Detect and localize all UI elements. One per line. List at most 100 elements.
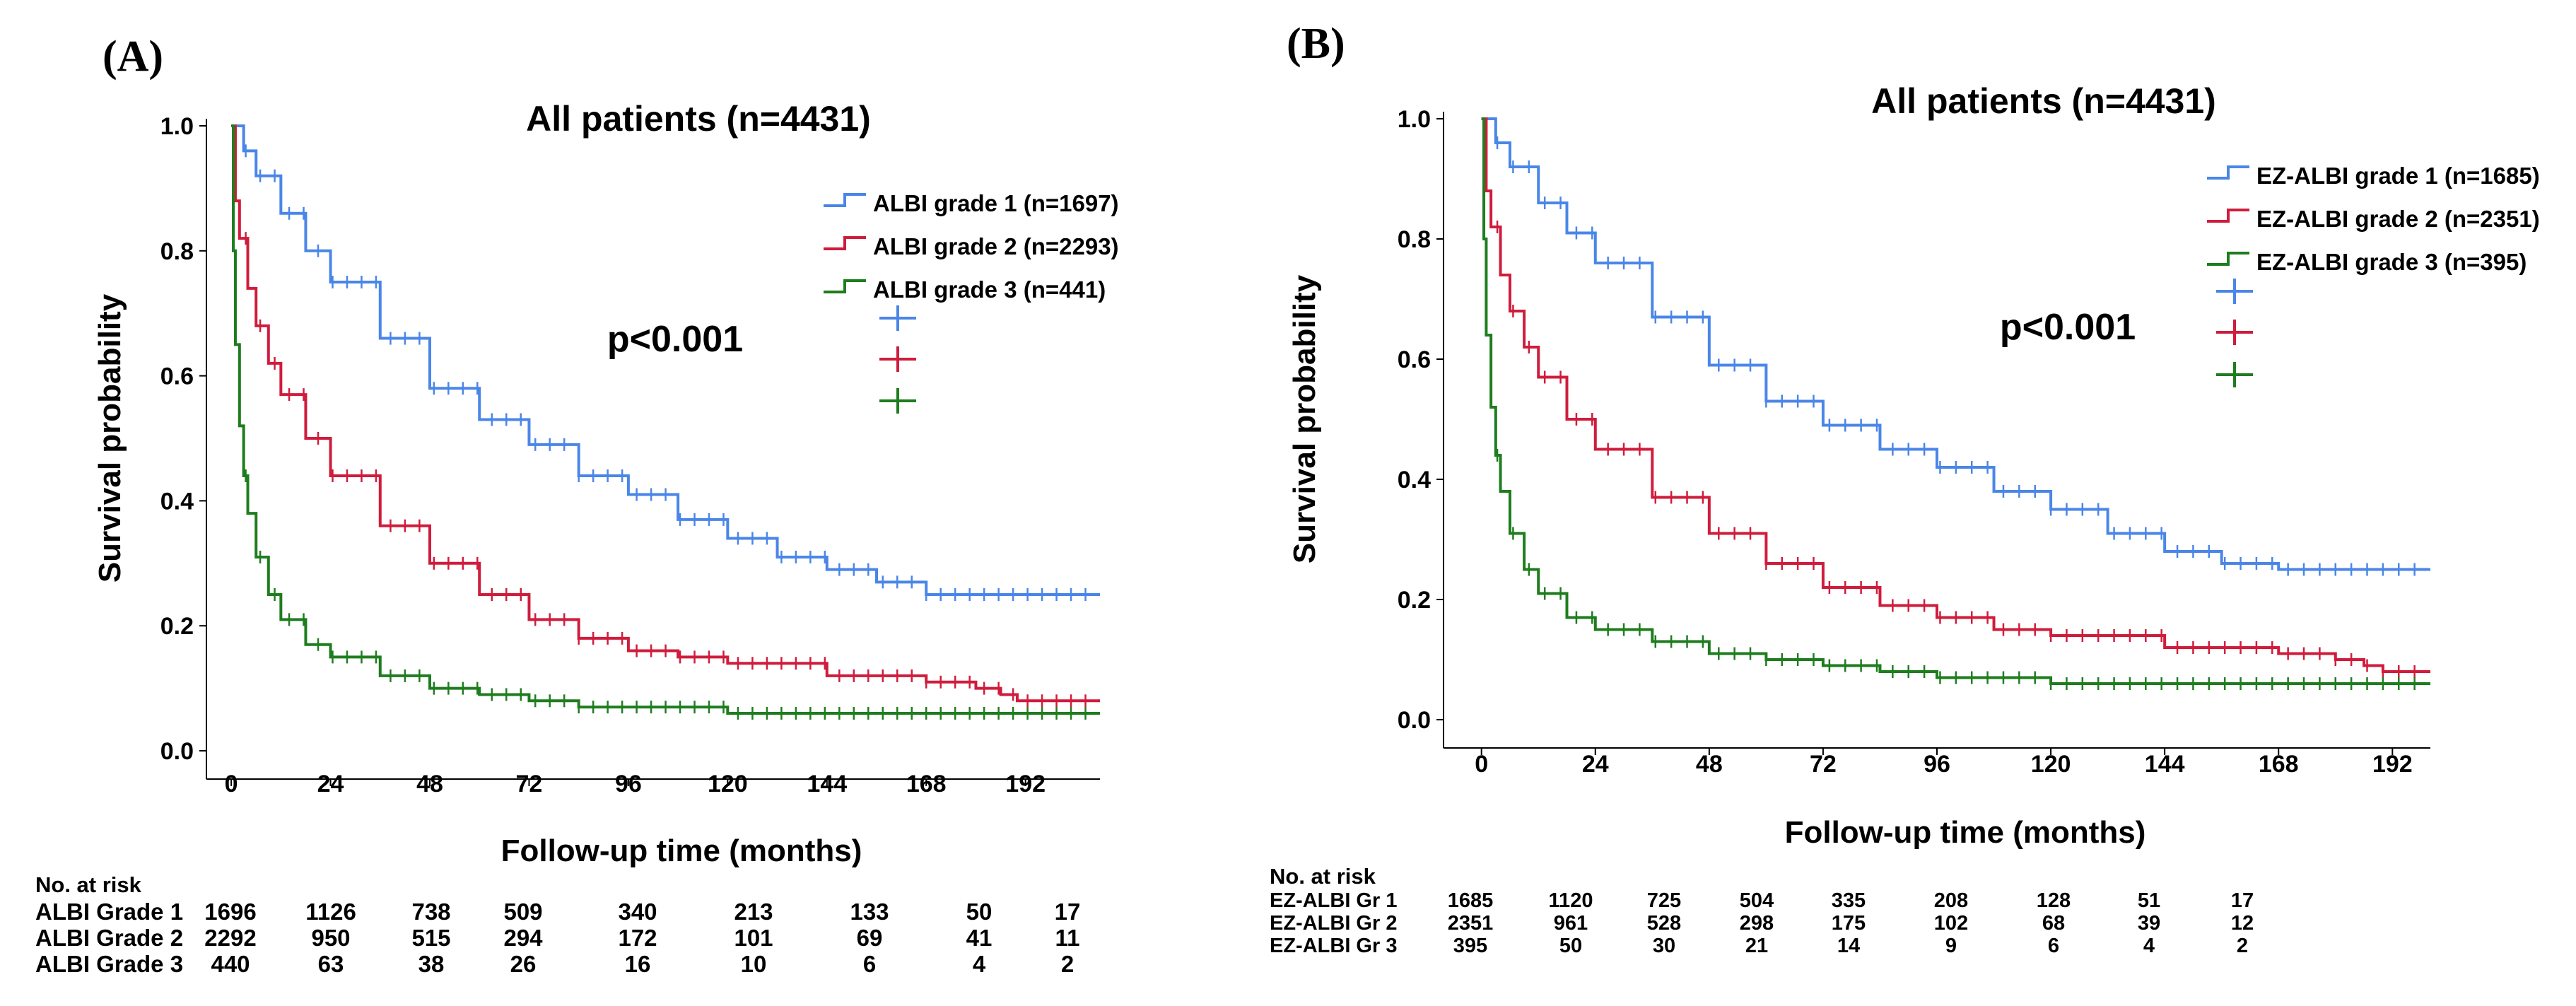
risk-value: 208 xyxy=(1934,889,1968,912)
risk-value: 51 xyxy=(2138,889,2160,912)
x-tick-label: 0 xyxy=(225,771,238,797)
risk-value: 41 xyxy=(966,925,993,951)
p-value: p<0.001 xyxy=(2000,307,2136,348)
risk-table-header: No. at risk xyxy=(35,872,142,897)
risk-value: 10 xyxy=(741,951,767,977)
risk-row-label: EZ-ALBI Gr 1 xyxy=(1270,889,1397,912)
risk-value: 440 xyxy=(211,951,250,977)
x-tick-label: 168 xyxy=(2259,751,2299,778)
risk-value: 725 xyxy=(1647,889,1681,912)
legend-swatch-grade3 xyxy=(2207,252,2249,266)
x-tick-label: 120 xyxy=(2031,751,2071,778)
y-tick-label: 0.8 xyxy=(1398,226,1431,253)
legend-swatch-grade2 xyxy=(2207,209,2249,223)
risk-value: 1685 xyxy=(1448,889,1494,912)
risk-row-label: ALBI Grade 2 xyxy=(35,925,183,951)
x-tick-label: 96 xyxy=(1924,751,1950,778)
y-tick-label: 0.0 xyxy=(160,738,194,765)
risk-value: 528 xyxy=(1647,912,1681,935)
legend-label: ALBI grade 1 (n=1697) xyxy=(873,190,1119,216)
risk-value: 30 xyxy=(1653,935,1675,957)
risk-value: 68 xyxy=(2042,912,2065,935)
panel-a: (A) All patients (n=4431) 0.0 0.2 0.4 0.6 0.8 1… xyxy=(35,33,1119,977)
risk-value: 21 xyxy=(1745,935,1768,957)
risk-value: 6 xyxy=(863,951,876,977)
x-tick-label: 120 xyxy=(708,771,748,797)
risk-value: 6 xyxy=(2048,935,2059,957)
risk-row-label: EZ-ALBI Gr 2 xyxy=(1270,912,1397,935)
risk-value: 38 xyxy=(418,951,445,977)
x-tick-label: 72 xyxy=(516,771,543,797)
x-axis-label: Follow-up time (months) xyxy=(1785,815,2146,850)
x-tick-label: 96 xyxy=(615,771,642,797)
risk-value: 12 xyxy=(2231,912,2254,935)
risk-value: 738 xyxy=(411,899,450,925)
legend-swatch-grade3 xyxy=(824,279,866,293)
risk-table-header: No. at risk xyxy=(1270,864,1376,889)
x-tick-label: 72 xyxy=(1810,751,1837,778)
y-tick-label: 1.0 xyxy=(1398,106,1431,133)
x-tick-label: 24 xyxy=(1582,751,1609,778)
risk-value: 340 xyxy=(618,899,657,925)
risk-value: 1696 xyxy=(204,899,256,925)
y-axis-label: Survival probability xyxy=(1287,274,1322,563)
risk-value: 17 xyxy=(2231,889,2254,912)
p-value: p<0.001 xyxy=(607,319,743,360)
x-tick-label: 192 xyxy=(1005,771,1046,797)
x-tick-label: 48 xyxy=(416,771,443,797)
risk-value: 509 xyxy=(503,899,542,925)
legend-label: EZ-ALBI grade 2 (n=2351) xyxy=(2256,206,2540,232)
y-tick-label: 0.0 xyxy=(1398,707,1431,734)
risk-value: 50 xyxy=(966,899,993,925)
risk-value: 175 xyxy=(1832,912,1866,935)
risk-value: 172 xyxy=(618,925,657,951)
risk-value: 9 xyxy=(1945,935,1957,957)
y-tick-label: 1.0 xyxy=(160,113,194,140)
risk-value: 39 xyxy=(2138,912,2160,935)
risk-value: 4 xyxy=(973,951,986,977)
risk-value: 213 xyxy=(734,899,773,925)
legend-swatch-grade2 xyxy=(824,236,866,250)
survival-curve-grade2 xyxy=(1481,117,2430,673)
risk-value: 2292 xyxy=(204,925,256,951)
risk-value: 69 xyxy=(857,925,883,951)
survival-curve-grade1 xyxy=(1481,117,2430,571)
risk-row-label: EZ-ALBI Gr 3 xyxy=(1270,935,1397,957)
legend-label: EZ-ALBI grade 3 (n=395) xyxy=(2256,249,2527,275)
y-tick-label: 0.6 xyxy=(1398,346,1431,373)
y-tick-label: 0.4 xyxy=(1398,467,1431,493)
panel-label: (A) xyxy=(103,33,163,81)
chart-title: All patients (n=4431) xyxy=(1871,81,2216,121)
risk-value: 2 xyxy=(2237,935,2248,957)
risk-value: 2351 xyxy=(1448,912,1494,935)
y-axis-label: Survival probability xyxy=(93,293,127,583)
risk-value: 395 xyxy=(1453,935,1487,957)
risk-value: 14 xyxy=(1837,935,1860,957)
risk-value: 11 xyxy=(1055,925,1080,951)
y-tick-label: 0.8 xyxy=(160,238,194,265)
x-tick-label: 144 xyxy=(807,771,847,797)
risk-value: 950 xyxy=(311,925,350,951)
risk-value: 26 xyxy=(510,951,537,977)
x-tick-label: 192 xyxy=(2372,751,2413,778)
risk-value: 961 xyxy=(1554,912,1588,935)
risk-value: 63 xyxy=(318,951,344,977)
panel-b: (B) All patients (n=4431) 0.0 0.2 0.4 0.6 0.8 1… xyxy=(1270,20,2540,957)
risk-value: 2 xyxy=(1061,951,1074,977)
legend-label: EZ-ALBI grade 1 (n=1685) xyxy=(2256,163,2540,189)
x-tick-label: 48 xyxy=(1696,751,1723,778)
risk-row-label: ALBI Grade 1 xyxy=(35,899,183,925)
x-tick-label: 24 xyxy=(317,771,344,797)
y-tick-label: 0.2 xyxy=(1398,587,1431,614)
y-tick-label: 0.4 xyxy=(160,488,194,515)
legend-swatch-grade1 xyxy=(824,193,866,207)
risk-value: 298 xyxy=(1740,912,1774,935)
x-tick-label: 168 xyxy=(906,771,947,797)
risk-value: 16 xyxy=(625,951,651,977)
survival-curve-grade3 xyxy=(1481,117,2430,685)
risk-value: 504 xyxy=(1740,889,1774,912)
legend-label: ALBI grade 2 (n=2293) xyxy=(873,233,1119,259)
risk-value: 515 xyxy=(411,925,450,951)
risk-value: 50 xyxy=(1559,935,1582,957)
x-axis-label: Follow-up time (months) xyxy=(501,834,862,868)
